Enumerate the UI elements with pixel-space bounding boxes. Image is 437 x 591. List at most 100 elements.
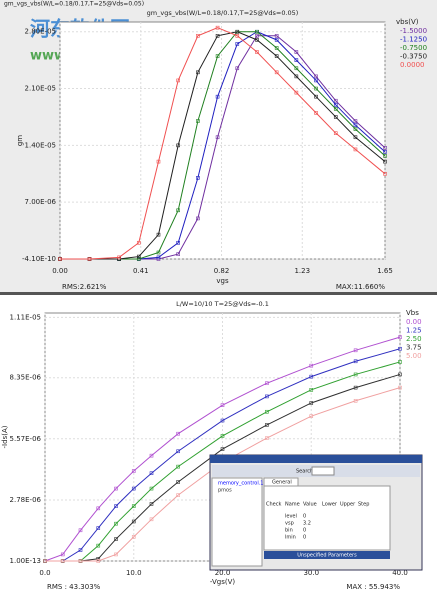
data-point bbox=[353, 398, 358, 403]
rms-label: RMS:2.621% bbox=[62, 283, 107, 291]
data-point bbox=[43, 559, 47, 563]
data-point bbox=[114, 504, 118, 508]
tree-pane bbox=[211, 477, 263, 567]
data-point bbox=[333, 102, 338, 107]
data-point bbox=[309, 374, 314, 379]
data-point bbox=[274, 33, 279, 38]
data-point bbox=[314, 78, 318, 83]
series-line bbox=[44, 336, 401, 562]
data-point bbox=[265, 423, 269, 427]
data-point bbox=[96, 557, 101, 561]
data-point bbox=[215, 94, 220, 99]
legend-entry: -1.1250 bbox=[400, 36, 427, 44]
series-line bbox=[60, 27, 386, 260]
data-point bbox=[265, 381, 269, 386]
x-axis-label: -Vgs(V) bbox=[210, 578, 236, 586]
data-point bbox=[149, 517, 154, 522]
data-point bbox=[131, 469, 136, 473]
data-point bbox=[333, 98, 338, 103]
data-point bbox=[114, 537, 118, 541]
data-point bbox=[235, 66, 240, 71]
tab-label: General bbox=[272, 480, 292, 486]
chart-title: gm_vgs_vbs(W/L=0.18/0.17,T=25@Vds=0.05) bbox=[147, 9, 299, 17]
data-point bbox=[353, 348, 358, 353]
cell: 0 bbox=[303, 535, 306, 541]
data-point bbox=[398, 360, 402, 364]
data-point bbox=[156, 250, 161, 255]
data-point bbox=[136, 254, 141, 259]
data-point bbox=[176, 240, 180, 245]
data-point bbox=[314, 74, 318, 79]
data-point bbox=[114, 521, 118, 526]
column-header: Step bbox=[358, 502, 369, 508]
data-point bbox=[309, 363, 314, 368]
data-point bbox=[265, 436, 269, 440]
data-point bbox=[176, 449, 180, 454]
data-point bbox=[156, 232, 161, 237]
data-point bbox=[294, 58, 299, 62]
data-point bbox=[58, 257, 62, 261]
x-tick-label: 20.0 bbox=[215, 569, 231, 577]
legend-entry: -0.7500 bbox=[400, 44, 427, 52]
data-point bbox=[255, 50, 259, 54]
data-point bbox=[294, 66, 299, 71]
legend-entry: -0.3750 bbox=[400, 53, 427, 61]
data-point bbox=[220, 447, 225, 451]
column-header: Check bbox=[266, 502, 281, 508]
legend-title: Vbs bbox=[406, 309, 419, 317]
data-point bbox=[353, 147, 358, 152]
cell: bin bbox=[285, 528, 293, 534]
data-point bbox=[235, 29, 240, 34]
legend-entry: 5.00 bbox=[406, 352, 422, 360]
data-point bbox=[333, 107, 338, 111]
tree-item: pmos bbox=[218, 488, 232, 494]
x-tick-label: 0.00 bbox=[52, 267, 68, 275]
max-label: MAX : 55.943% bbox=[346, 583, 400, 591]
data-point bbox=[176, 464, 180, 469]
data-point bbox=[353, 372, 358, 377]
series-line bbox=[45, 348, 401, 562]
data-point bbox=[176, 252, 180, 256]
data-point bbox=[96, 526, 101, 530]
data-point bbox=[235, 42, 240, 46]
cell: 0 bbox=[303, 528, 306, 534]
data-point bbox=[215, 54, 220, 58]
y-tick-label: 2.78E-06 bbox=[10, 496, 42, 504]
data-point bbox=[220, 403, 225, 407]
rms-label: RMS : 43.303% bbox=[47, 583, 101, 591]
cell: lmin bbox=[285, 535, 296, 541]
footer-label: Unspecified Parameters bbox=[297, 553, 357, 559]
y-axis-label: gm bbox=[16, 135, 24, 146]
column-header: Lower bbox=[322, 502, 338, 508]
data-point bbox=[60, 559, 65, 563]
data-point bbox=[78, 559, 83, 563]
data-point bbox=[353, 127, 358, 131]
data-point bbox=[333, 115, 338, 119]
legend-entry: 2.50 bbox=[406, 335, 422, 343]
data-point bbox=[176, 431, 180, 436]
y-tick-label: 1.40E-05 bbox=[25, 141, 56, 149]
y-tick-label: -4.10E-10 bbox=[22, 255, 56, 263]
data-point bbox=[114, 486, 118, 491]
data-point bbox=[333, 131, 338, 135]
data-point bbox=[220, 418, 225, 423]
data-point bbox=[131, 535, 136, 539]
y-tick-label: 1.11E-05 bbox=[10, 313, 41, 321]
data-point bbox=[314, 86, 318, 91]
data-point bbox=[383, 146, 387, 150]
data-point bbox=[383, 171, 387, 176]
data-point bbox=[255, 33, 259, 38]
legend-entry: 1.25 bbox=[406, 327, 422, 335]
data-point bbox=[196, 33, 200, 38]
data-point bbox=[176, 78, 180, 83]
series-line bbox=[60, 31, 386, 260]
legend-entry: 3.75 bbox=[406, 344, 422, 352]
data-point bbox=[383, 159, 387, 164]
data-point bbox=[383, 150, 387, 154]
data-point bbox=[235, 33, 240, 38]
data-point bbox=[196, 176, 200, 180]
legend-entry: 0.00 bbox=[406, 318, 422, 326]
data-point bbox=[314, 94, 318, 99]
